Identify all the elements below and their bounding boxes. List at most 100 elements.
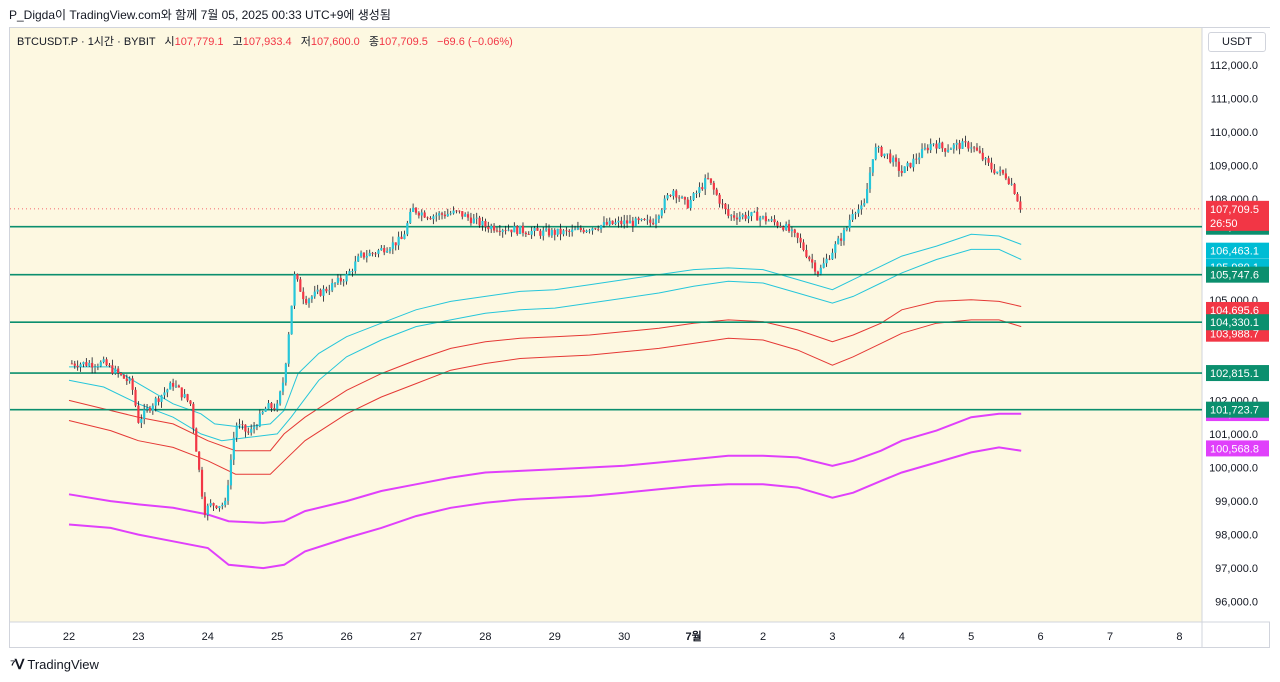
candle-body	[946, 149, 950, 152]
candle-body	[403, 234, 406, 240]
candle-body	[417, 212, 420, 216]
candle-body	[310, 296, 313, 300]
candle-body	[663, 198, 666, 211]
candle-body	[926, 147, 929, 151]
candle-body	[226, 485, 230, 501]
candle-body	[521, 225, 525, 233]
candle-body	[380, 248, 383, 251]
candle-body	[594, 228, 597, 230]
candle-body	[698, 187, 701, 194]
symbol-info: BTCUSDT.P · 1시간 · BYBIT	[17, 36, 156, 48]
close-value: 107,709.5	[378, 36, 428, 48]
level-price-tag-1: 105,747.6	[1210, 270, 1259, 282]
candle-body	[646, 219, 649, 221]
candle-body	[857, 209, 860, 214]
candle-body	[484, 221, 487, 227]
candle-body	[145, 407, 149, 410]
candle-body	[640, 218, 643, 221]
candle-body	[689, 199, 692, 209]
candle-body	[900, 170, 903, 173]
candle-body	[785, 224, 788, 230]
brand-name: TradingView	[27, 657, 99, 672]
candle-body	[527, 234, 530, 235]
candle-body	[443, 214, 447, 217]
candle-body	[996, 171, 999, 174]
candle-body	[333, 282, 337, 284]
candle-body	[883, 153, 886, 157]
candle-body	[952, 144, 955, 149]
candle-body	[224, 500, 227, 505]
candle-body	[918, 157, 921, 160]
candle-body	[871, 159, 874, 173]
candle-body	[796, 232, 799, 238]
candle-body	[513, 226, 516, 233]
x-tick-label: 29	[549, 631, 561, 643]
y-tick-label: 112,000.0	[1210, 60, 1258, 72]
x-tick-label: 24	[202, 631, 214, 643]
candle-body	[70, 363, 73, 365]
candle-body	[290, 305, 293, 335]
candle-body	[198, 451, 201, 470]
candle-body	[811, 259, 814, 263]
candle-body	[903, 166, 906, 173]
band-price-tag-0: 106,463.1	[1210, 246, 1259, 258]
current-price-tag: 107,709.5	[1210, 204, 1259, 216]
candle-body	[597, 229, 600, 230]
candle-body	[706, 178, 710, 179]
candle-body	[177, 385, 180, 388]
band-price-tag-5-bg	[1206, 440, 1269, 457]
currency-selector[interactable]: USDT	[1208, 32, 1266, 52]
candle-body	[267, 403, 270, 409]
candle-body	[805, 249, 808, 257]
candle-body	[761, 216, 765, 218]
candle-body	[802, 242, 805, 250]
candle-body	[385, 250, 389, 253]
candle-body	[692, 193, 695, 200]
candle-body	[432, 216, 435, 220]
y-tick-label: 99,000.0	[1215, 496, 1258, 508]
candle-body	[579, 227, 582, 230]
candle-body	[978, 150, 981, 153]
candle-body	[547, 228, 551, 236]
candle-body	[845, 227, 848, 231]
level-price-tag-3: 102,815.1	[1210, 368, 1259, 380]
candle-body	[759, 217, 762, 221]
candle-body	[565, 230, 568, 232]
band-price-tag-2-bg	[1206, 301, 1269, 318]
candle-body	[423, 212, 426, 218]
candle-body	[573, 229, 577, 231]
band-line-5	[68, 446, 1022, 570]
open-value: 107,779.1	[174, 36, 224, 48]
candle-body	[117, 368, 120, 374]
candle-body	[345, 274, 348, 282]
candle-body	[868, 172, 872, 189]
candle-body	[466, 214, 470, 218]
candle-body	[967, 142, 970, 149]
candle-body	[972, 147, 976, 149]
candle-body	[790, 229, 794, 232]
y-tick-label: 110,000.0	[1210, 127, 1258, 139]
candle-body	[863, 203, 866, 206]
candle-body	[813, 262, 817, 272]
candle-body	[938, 142, 941, 149]
candle-body	[961, 141, 964, 149]
y-tick-label: 109,000.0	[1209, 161, 1258, 173]
candle-body	[654, 219, 658, 225]
change-value: −69.6 (−0.06%)	[436, 36, 513, 48]
candle-body	[964, 141, 967, 143]
band-line-4	[68, 412, 1022, 524]
candle-body	[718, 194, 721, 204]
candle-body	[507, 229, 510, 231]
candle-body	[328, 290, 331, 292]
candle-body	[492, 225, 496, 231]
x-tick-label: 25	[271, 631, 283, 643]
candle-body	[599, 225, 603, 230]
candle-body	[669, 195, 672, 197]
candle-body	[510, 229, 513, 233]
candle-body	[747, 216, 750, 219]
candle-body	[553, 230, 556, 235]
candle-body	[984, 158, 987, 160]
band-price-tag-5: 100,568.8	[1210, 443, 1259, 455]
candle-body	[866, 188, 869, 204]
